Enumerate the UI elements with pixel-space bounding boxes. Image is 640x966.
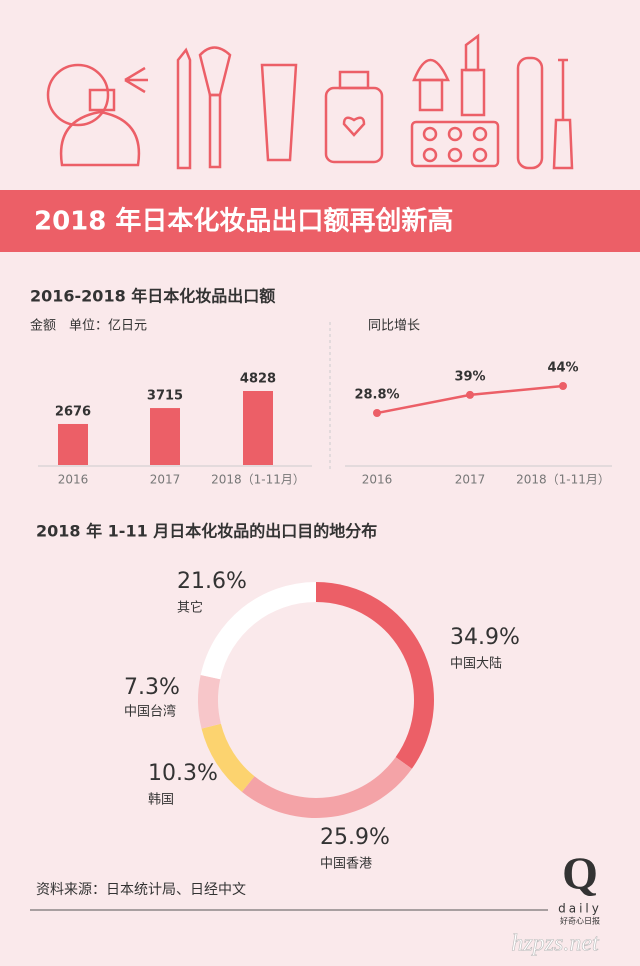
slice-value: 10.3%	[148, 761, 218, 786]
title-band	[0, 190, 640, 252]
bar-title: 2016-2018 年日本化妆品出口额	[30, 287, 275, 306]
value-label: 44%	[547, 361, 578, 376]
point	[373, 409, 381, 417]
donut-slice	[241, 757, 412, 819]
slice-value: 21.6%	[177, 569, 247, 594]
slice-name: 韩国	[148, 793, 174, 808]
value-label: 28.8%	[354, 388, 399, 403]
category-label: 2016	[58, 473, 89, 487]
slice-name: 中国大陆	[450, 656, 502, 672]
slice-value: 25.9%	[320, 825, 390, 850]
point	[466, 390, 474, 399]
slice-name: 其它	[177, 600, 203, 616]
bar	[150, 408, 180, 465]
line-subtitle: 同比增长	[368, 319, 420, 334]
watermark: hzpzs.net	[511, 931, 600, 957]
donut-slice	[316, 582, 434, 769]
point	[559, 382, 567, 390]
category-label: 2017	[150, 473, 181, 487]
line	[376, 384, 564, 415]
category-label: 2018（1-11月）	[516, 473, 610, 487]
value-label: 4828	[240, 372, 276, 387]
logo-letter: Q	[562, 848, 598, 899]
logo-name: daily	[558, 902, 602, 916]
value-label: 2676	[55, 404, 91, 419]
value-label: 39%	[454, 369, 485, 384]
page-title: 2018 年日本化妆品出口额再创新高	[34, 206, 453, 237]
slice-name: 中国香港	[320, 857, 372, 872]
donut-slice	[198, 674, 221, 729]
cosmetics-icons	[46, 33, 574, 170]
value-label: 3715	[147, 389, 183, 404]
category-label: 2018（1-11月）	[211, 473, 305, 487]
bar-subtitle: 金额 单位：亿日元	[30, 318, 147, 334]
bar	[243, 391, 273, 465]
slice-name: 中国台湾	[124, 704, 176, 720]
slice-value: 34.9%	[450, 625, 520, 650]
category-label: 2016	[362, 473, 393, 487]
bar	[58, 423, 88, 465]
pie-title: 2018 年 1-11 月日本化妆品的出口目的地分布	[36, 522, 377, 541]
category-label: 2017	[455, 473, 486, 487]
donut-slice	[201, 723, 255, 792]
source: 资料来源：日本统计局、日经中文	[36, 882, 246, 898]
donut-slice	[200, 582, 316, 680]
logo-tagline: 好奇心日报	[560, 916, 600, 926]
slice-value: 7.3%	[124, 675, 180, 700]
